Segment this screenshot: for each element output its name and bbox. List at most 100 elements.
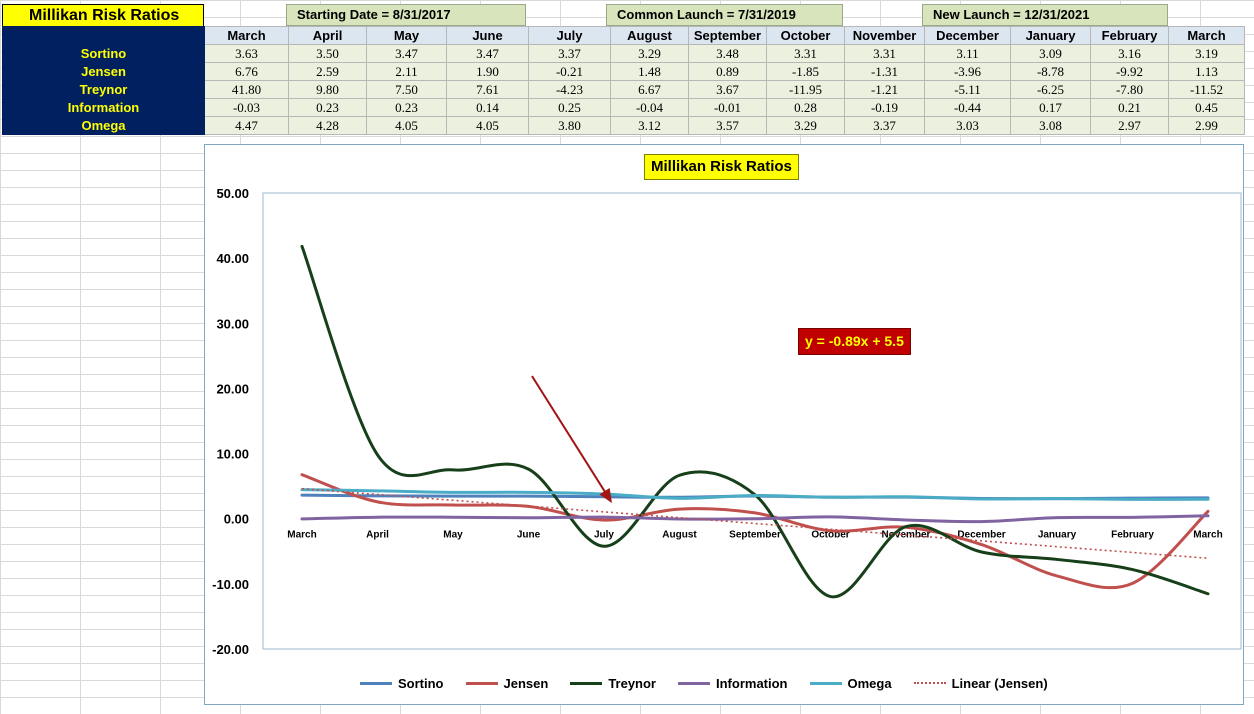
value-cell[interactable]: -0.04: [610, 98, 689, 117]
value-cell[interactable]: 2.97: [1090, 116, 1169, 135]
value-cell[interactable]: 3.29: [766, 116, 845, 135]
value-cell[interactable]: 2.59: [288, 62, 367, 81]
chart-legend[interactable]: Sortino Jensen Treynor Information Omega Line…: [360, 672, 1070, 694]
value-cell[interactable]: 6.76: [204, 62, 289, 81]
x-category-label: February: [1111, 530, 1154, 541]
value-cell[interactable]: -11.52: [1168, 80, 1245, 99]
series-line-jensen[interactable]: [300, 473, 1210, 590]
value-cell[interactable]: 0.14: [446, 98, 529, 117]
value-cell[interactable]: 3.03: [924, 116, 1011, 135]
y-tick-label: 0.00: [224, 512, 249, 527]
value-cell[interactable]: 4.47: [204, 116, 289, 135]
row-label[interactable]: Omega: [2, 116, 205, 135]
table-row: Information -0.03 0.23 0.23 0.14 0.25 -0.04 -0.…: [2, 98, 1245, 117]
value-cell[interactable]: 0.23: [288, 98, 367, 117]
month-header[interactable]: June: [446, 26, 529, 45]
y-tick-label: 30.00: [216, 316, 249, 331]
legend-swatch: [570, 681, 603, 685]
table-row: Treynor 41.80 9.80 7.50 7.61 -4.23 6.67 3.67 -11…: [2, 80, 1245, 99]
y-tick-label: 20.00: [216, 381, 249, 396]
value-cell[interactable]: -0.01: [688, 98, 767, 117]
header-corner-cell[interactable]: [2, 26, 205, 45]
legend-label: Omega: [847, 675, 892, 691]
row-label[interactable]: Jensen: [2, 62, 205, 81]
banner-new-launch[interactable]: New Launch = 12/31/2021: [922, 4, 1168, 26]
value-cell[interactable]: 3.80: [528, 116, 611, 135]
month-header[interactable]: August: [610, 26, 689, 45]
month-header[interactable]: July: [528, 26, 611, 45]
value-cell[interactable]: -3.96: [924, 62, 1011, 81]
month-header[interactable]: February: [1090, 26, 1169, 45]
series-line-treynor[interactable]: [300, 244, 1210, 599]
value-cell[interactable]: -8.78: [1010, 62, 1091, 81]
value-cell[interactable]: 0.45: [1168, 98, 1245, 117]
value-cell[interactable]: 2.99: [1168, 116, 1245, 135]
value-cell[interactable]: -7.80: [1090, 80, 1169, 99]
plot-area: [262, 192, 1242, 650]
value-cell[interactable]: 4.05: [446, 116, 529, 135]
x-category-label: July: [594, 530, 614, 541]
value-cell[interactable]: 3.67: [688, 80, 767, 99]
value-cell[interactable]: -0.21: [528, 62, 611, 81]
value-cell[interactable]: 3.47: [446, 44, 529, 63]
legend-item-information[interactable]: Information: [678, 676, 788, 691]
legend-swatch: [913, 682, 946, 684]
legend-item-sortino[interactable]: Sortino: [360, 676, 444, 691]
month-header[interactable]: March: [204, 26, 289, 45]
trendline-jensen[interactable]: [301, 487, 1209, 560]
series-line-information[interactable]: [300, 514, 1210, 524]
value-cell[interactable]: 3.47: [366, 44, 447, 63]
legend-label: Linear (Jensen): [951, 675, 1048, 691]
month-header[interactable]: November: [844, 26, 925, 45]
legend-swatch: [465, 681, 498, 685]
x-category-label: March: [287, 530, 316, 541]
value-cell[interactable]: -1.21: [844, 80, 925, 99]
value-cell[interactable]: 3.12: [610, 116, 689, 135]
month-header[interactable]: January: [1010, 26, 1091, 45]
table-header-row: March April May June July August September Octo…: [2, 26, 1245, 45]
x-category-label: December: [957, 530, 1005, 541]
value-cell[interactable]: 3.08: [1010, 116, 1091, 135]
legend-item-treynor[interactable]: Treynor: [570, 676, 656, 691]
value-cell[interactable]: -5.11: [924, 80, 1011, 99]
chart-title[interactable]: Millikan Risk Ratios: [644, 154, 799, 180]
chart-area[interactable]: [204, 144, 1244, 705]
month-header[interactable]: May: [366, 26, 447, 45]
y-tick-label: 40.00: [216, 251, 249, 266]
value-cell[interactable]: -6.25: [1010, 80, 1091, 99]
legend-item-jensen[interactable]: Jensen: [465, 675, 549, 691]
value-cell[interactable]: 3.50: [288, 44, 367, 63]
trendline-equation[interactable]: y = -0.89x + 5.5: [798, 328, 911, 355]
value-cell[interactable]: 4.28: [288, 116, 367, 135]
value-cell[interactable]: 0.17: [1010, 98, 1091, 117]
value-cell[interactable]: -1.31: [844, 62, 925, 81]
legend-item-omega[interactable]: Omega: [809, 675, 892, 691]
series-line-omega[interactable]: [300, 488, 1210, 501]
value-cell[interactable]: 3.31: [844, 44, 925, 63]
x-category-label: August: [662, 530, 697, 541]
row-label[interactable]: Treynor: [2, 80, 205, 99]
value-cell[interactable]: 3.19: [1168, 44, 1245, 63]
annotation-arrow[interactable]: [531, 375, 612, 504]
y-tick-label: -20.00: [212, 642, 249, 657]
value-cell[interactable]: 6.67: [610, 80, 689, 99]
banner-starting-date[interactable]: Starting Date = 8/31/2017: [286, 4, 526, 26]
value-cell[interactable]: 3.09: [1010, 44, 1091, 63]
value-cell[interactable]: 0.28: [766, 98, 845, 117]
value-cell[interactable]: 3.31: [766, 44, 845, 63]
banner-common-launch[interactable]: Common Launch = 7/31/2019: [606, 4, 843, 26]
value-cell[interactable]: -9.92: [1090, 62, 1169, 81]
sheet-title[interactable]: Millikan Risk Ratios: [2, 4, 204, 28]
x-category-label: October: [811, 530, 849, 541]
legend-item-linear-jensen[interactable]: Linear (Jensen): [913, 675, 1048, 691]
legend-label: Jensen: [503, 675, 549, 691]
month-header[interactable]: October: [766, 26, 845, 45]
month-header[interactable]: September: [688, 26, 767, 45]
value-cell[interactable]: 7.50: [366, 80, 447, 99]
value-cell[interactable]: -1.85: [766, 62, 845, 81]
value-cell[interactable]: 3.37: [844, 116, 925, 135]
y-tick-label: 10.00: [216, 447, 249, 462]
value-cell[interactable]: 1.48: [610, 62, 689, 81]
value-cell[interactable]: 3.57: [688, 116, 767, 135]
row-label[interactable]: Information: [2, 98, 205, 117]
